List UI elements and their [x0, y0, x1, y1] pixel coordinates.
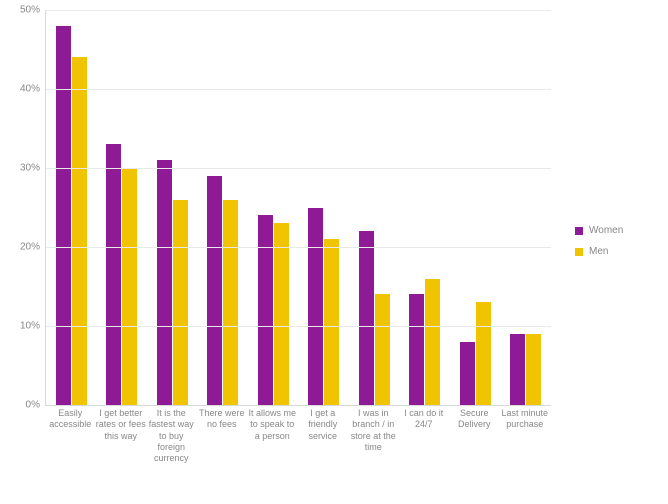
- y-axis-tick-label: 50%: [0, 5, 40, 16]
- bar: [173, 200, 188, 405]
- bar: [308, 208, 323, 406]
- bar: [476, 302, 491, 405]
- legend-label: Women: [589, 225, 623, 236]
- legend-label: Men: [589, 246, 608, 257]
- bar: [375, 294, 390, 405]
- bar: [258, 215, 273, 405]
- bar: [324, 239, 339, 405]
- bar: [207, 176, 222, 405]
- x-axis-tick-label: Last minute purchase: [500, 408, 551, 431]
- bar-chart: Women Men 0% 10% 20% 30% 40% 50% Easily accessi…: [0, 0, 668, 504]
- bars-layer: [46, 10, 551, 405]
- x-axis-tick-label: I get better rates or fees this way: [96, 408, 147, 442]
- x-axis-tick-label: It is the fastest way to buy foreign cur…: [146, 408, 197, 464]
- bar: [409, 294, 424, 405]
- y-axis-tick-label: 10%: [0, 321, 40, 332]
- gridline: [46, 10, 551, 11]
- bar: [122, 168, 137, 405]
- x-axis-tick-label: There were no fees: [197, 408, 248, 431]
- plot-area: [45, 10, 551, 406]
- bar: [359, 231, 374, 405]
- bar: [223, 200, 238, 405]
- gridline: [46, 89, 551, 90]
- legend-swatch: [575, 227, 583, 235]
- x-axis-tick-label: I can do it 24/7: [399, 408, 450, 431]
- bar: [157, 160, 172, 405]
- bar: [526, 334, 541, 405]
- gridline: [46, 326, 551, 327]
- bar: [510, 334, 525, 405]
- legend: Women Men: [575, 225, 623, 267]
- bar: [460, 342, 475, 405]
- y-axis-tick-label: 20%: [0, 242, 40, 253]
- legend-swatch: [575, 248, 583, 256]
- gridline: [46, 247, 551, 248]
- bar: [274, 223, 289, 405]
- y-axis-tick-label: 40%: [0, 84, 40, 95]
- bar: [56, 26, 71, 405]
- legend-item: Men: [575, 246, 623, 257]
- x-axis-tick-label: Easily accessible: [45, 408, 96, 431]
- bar: [106, 144, 121, 405]
- x-axis-tick-label: Secure Delivery: [449, 408, 500, 431]
- bar: [425, 279, 440, 405]
- bar: [72, 57, 87, 405]
- x-axis-tick-label: I was in branch / in store at the time: [348, 408, 399, 453]
- gridline: [46, 168, 551, 169]
- x-axis-tick-label: It allows me to speak to a person: [247, 408, 298, 442]
- y-axis-tick-label: 0%: [0, 400, 40, 411]
- x-axis-tick-label: I get a friendly service: [298, 408, 349, 442]
- legend-item: Women: [575, 225, 623, 236]
- y-axis-tick-label: 30%: [0, 163, 40, 174]
